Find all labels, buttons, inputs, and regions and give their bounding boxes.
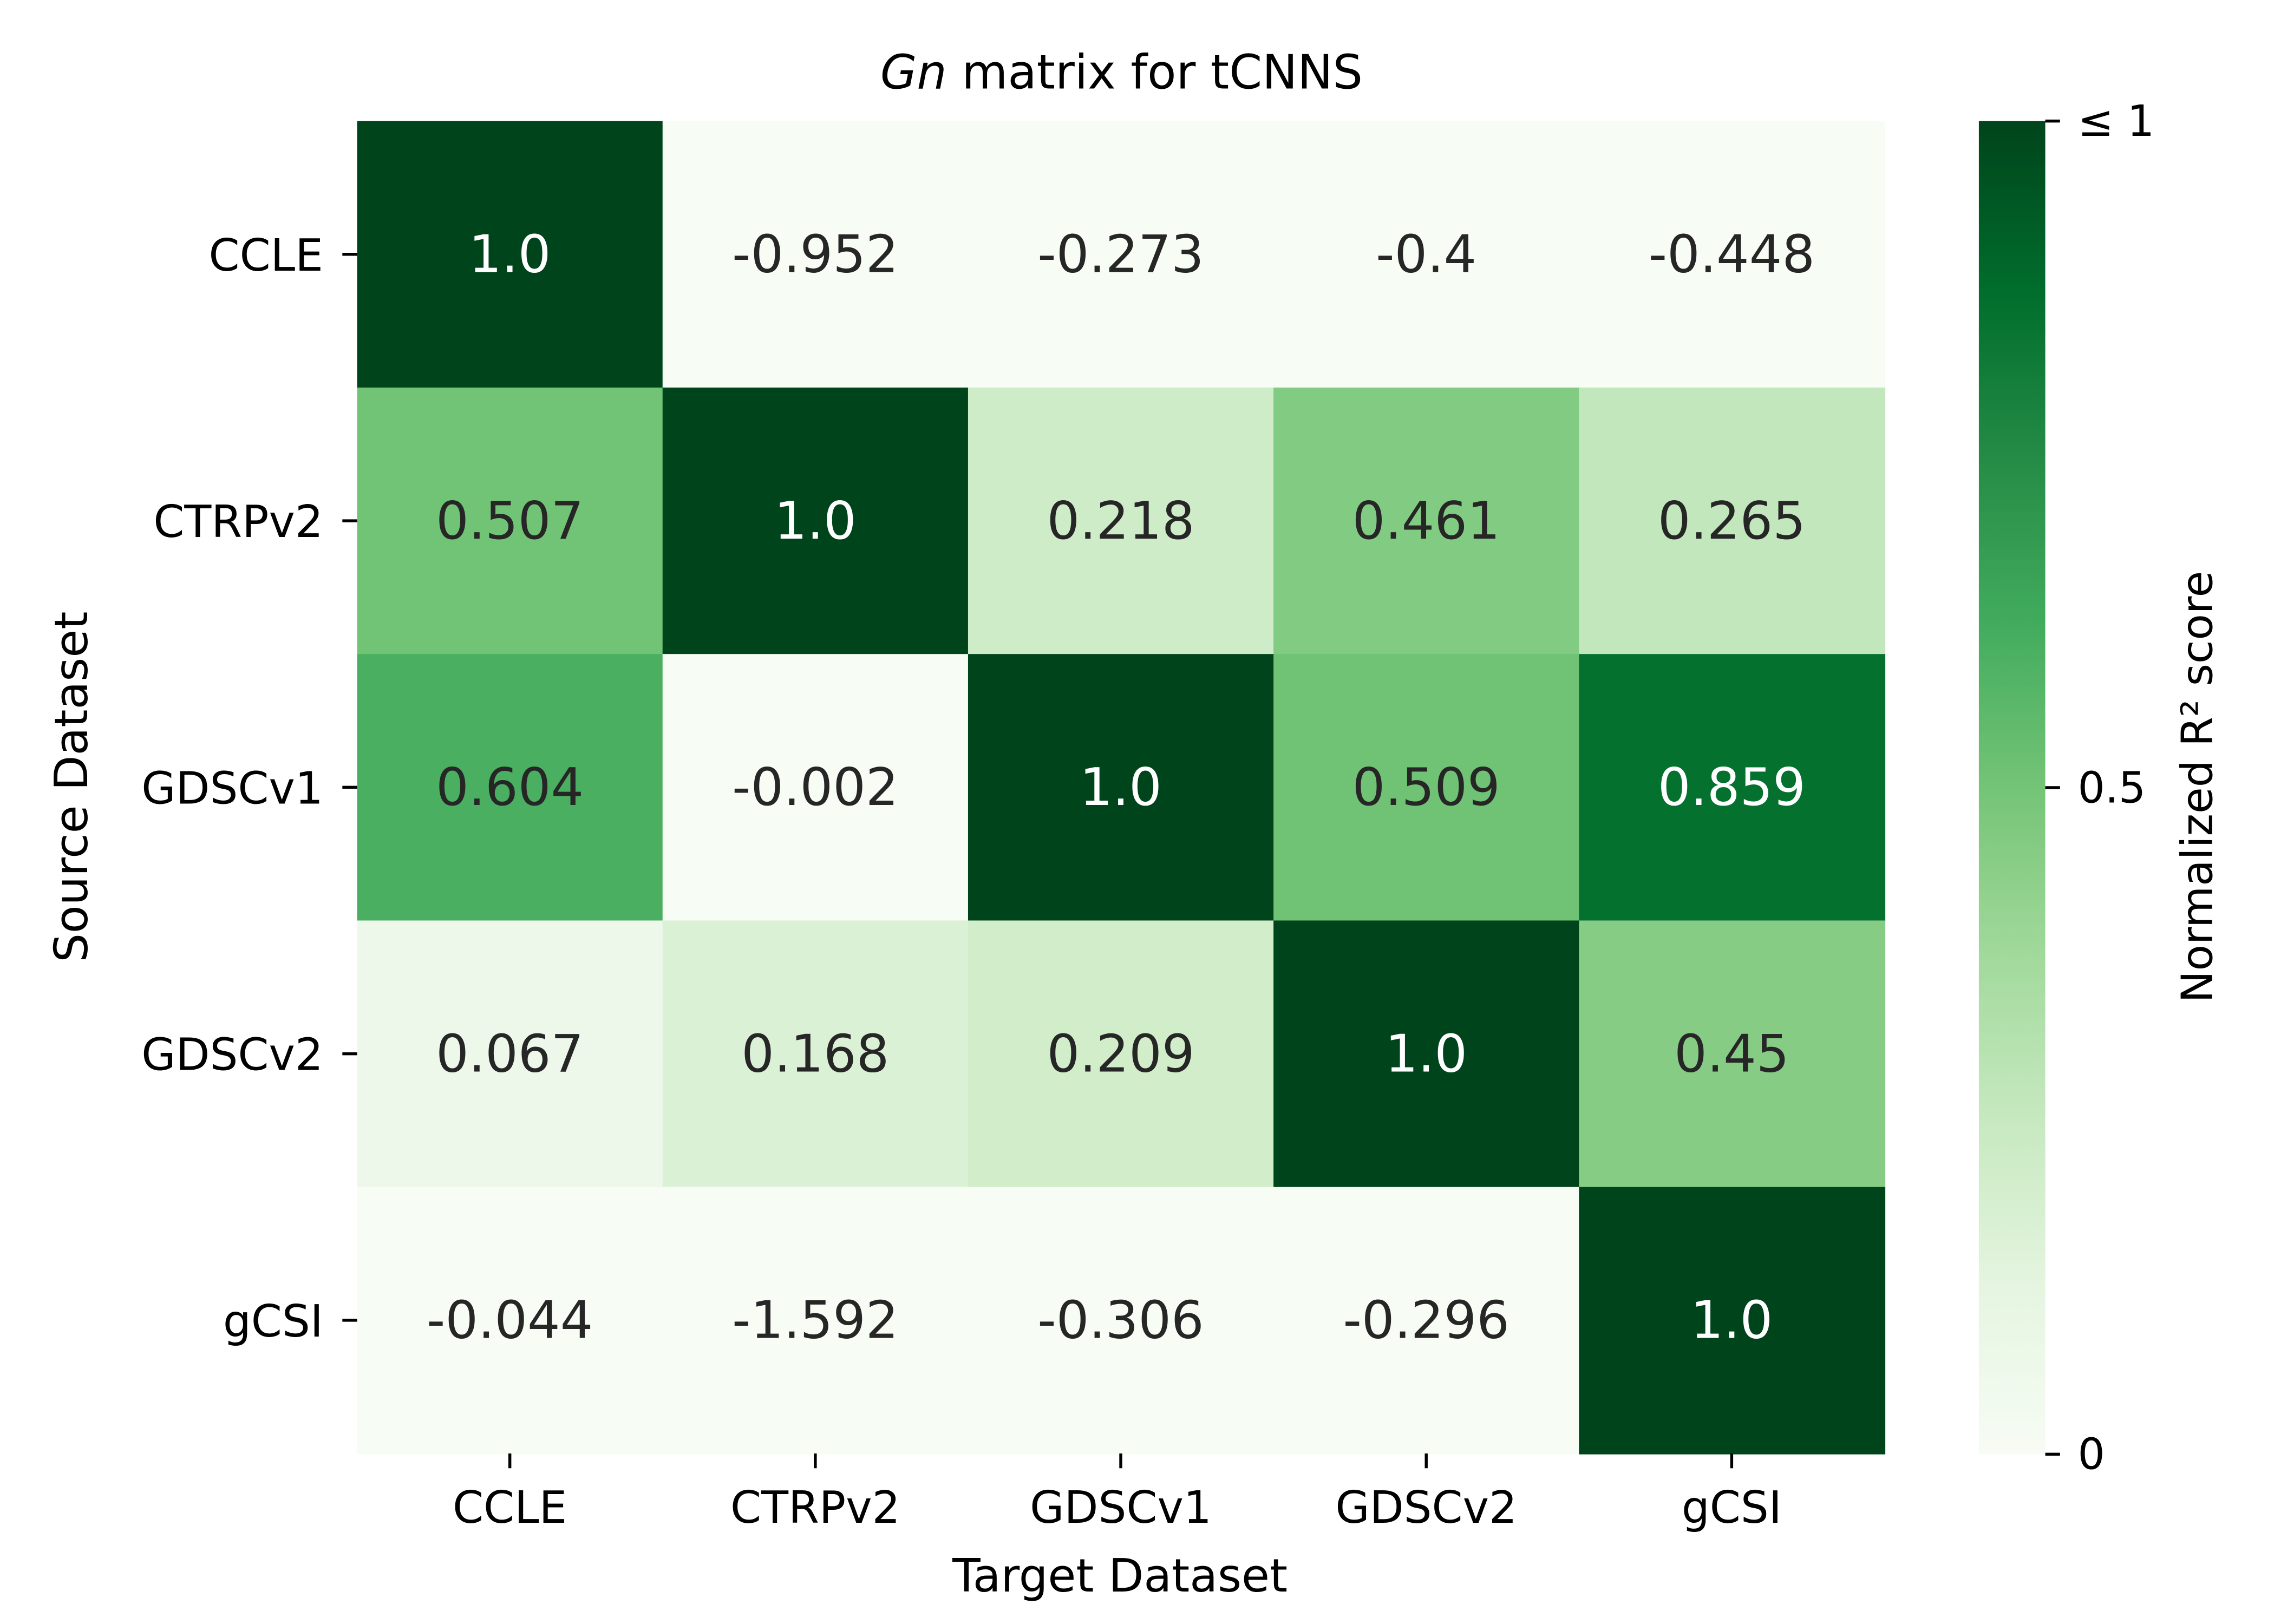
heatmap-cell: [357, 121, 664, 389]
heatmap-cell: [662, 920, 969, 1188]
heatmap-cell: [662, 1187, 969, 1455]
heatmap-cell: [1579, 920, 1886, 1188]
heatmap-cells: [357, 121, 1886, 1455]
x-tick-label: GDSCv2: [1335, 1482, 1517, 1534]
cell-value-label: 1.0: [1691, 1290, 1773, 1351]
cell-value-label: 0.461: [1352, 490, 1500, 551]
heatmap-cell: [662, 654, 969, 922]
heatmap-cell: [1579, 654, 1886, 922]
cell-value-label: -1.592: [732, 1290, 898, 1351]
cell-value-label: 0.067: [436, 1023, 584, 1084]
heatmap-cell: [1273, 387, 1580, 655]
colorbar-label: Normalized R² score: [2173, 571, 2223, 1003]
y-tick-label: gCSI: [223, 1296, 323, 1347]
heatmap-cell: [1579, 121, 1886, 389]
cell-value-label: -0.4: [1376, 224, 1476, 284]
colorbar-tick-label: 0.5: [2078, 763, 2146, 813]
heatmap-cell: [968, 654, 1275, 922]
heatmap-cell: [1273, 1187, 1580, 1455]
heatmap-cell: [1273, 121, 1580, 389]
x-axis: CCLE CTRPv2 GDSCv1 GDSCv2 gCSI: [453, 1453, 1782, 1534]
y-tick-label: CTRPv2: [153, 496, 323, 548]
cell-value-label: -0.448: [1649, 224, 1815, 284]
y-axis-label: Source Dataset: [45, 612, 98, 962]
cell-value-label: 1.0: [1080, 757, 1162, 817]
cell-value-label: 0.604: [436, 757, 584, 817]
colorbar: [1978, 121, 2046, 1455]
y-tick-label: GDSCv1: [141, 763, 323, 814]
cell-value-label: 1.0: [774, 490, 857, 551]
cell-value-label: 0.168: [741, 1023, 889, 1084]
cell-value-label: 0.209: [1047, 1023, 1194, 1084]
x-tick-label: gCSI: [1682, 1482, 1782, 1534]
cell-annotations: 1.0 -0.952 -0.273 -0.4 -0.448 0.507 1.0 0.218 0.…: [427, 224, 1815, 1350]
heatmap-cell: [968, 1187, 1275, 1455]
heatmap-cell: [1273, 920, 1580, 1188]
cell-value-label: 0.507: [436, 490, 584, 551]
chart-title-rest: matrix for tCNNS: [947, 45, 1363, 100]
heatmap-cell: [357, 920, 664, 1188]
heatmap-cell: [968, 121, 1275, 389]
heatmap-cell: [968, 920, 1275, 1188]
heatmap-cell: [1579, 1187, 1886, 1455]
heatmap-cell: [662, 121, 969, 389]
x-tick-label: CTRPv2: [730, 1482, 900, 1534]
cell-value-label: -0.296: [1343, 1290, 1509, 1351]
cell-value-label: -0.002: [732, 757, 898, 817]
heatmap-cell: [357, 387, 664, 655]
cell-value-label: 1.0: [1385, 1023, 1467, 1084]
heatmap-cell: [1579, 387, 1886, 655]
colorbar-ticks: ≤ 1 0.5 0: [2045, 96, 2155, 1479]
cell-value-label: -0.306: [1037, 1290, 1204, 1351]
colorbar-tick-label: ≤ 1: [2078, 96, 2155, 146]
cell-value-label: 0.509: [1352, 757, 1500, 817]
x-tick-label: GDSCv1: [1030, 1482, 1212, 1534]
heatmap-cell: [357, 1187, 664, 1455]
cell-value-label: -0.273: [1037, 224, 1204, 284]
heatmap-cell: [357, 654, 664, 922]
cell-value-label: 0.859: [1658, 757, 1806, 817]
y-axis: CCLE CTRPv2 GDSCv1 GDSCv2 gCSI: [141, 230, 357, 1347]
cell-value-label: 1.0: [469, 224, 551, 284]
cell-value-label: 0.265: [1658, 490, 1806, 551]
cell-value-label: -0.044: [427, 1290, 593, 1351]
cell-value-label: 0.45: [1674, 1023, 1789, 1084]
heatmap-cell: [968, 387, 1275, 655]
cell-value-label: -0.952: [732, 224, 898, 284]
heatmap-cell: [662, 387, 969, 655]
y-tick-label: CCLE: [209, 230, 323, 281]
colorbar-tick-label: 0: [2078, 1430, 2105, 1479]
chart-title: Gn matrix for tCNNS: [880, 45, 1363, 100]
heatmap-cell: [1273, 654, 1580, 922]
x-axis-label: Target Dataset: [952, 1549, 1288, 1602]
chart-title-italic: Gn: [880, 45, 947, 100]
x-tick-label: CCLE: [453, 1482, 567, 1534]
cell-value-label: 0.218: [1047, 490, 1194, 551]
y-tick-label: GDSCv2: [141, 1030, 323, 1081]
